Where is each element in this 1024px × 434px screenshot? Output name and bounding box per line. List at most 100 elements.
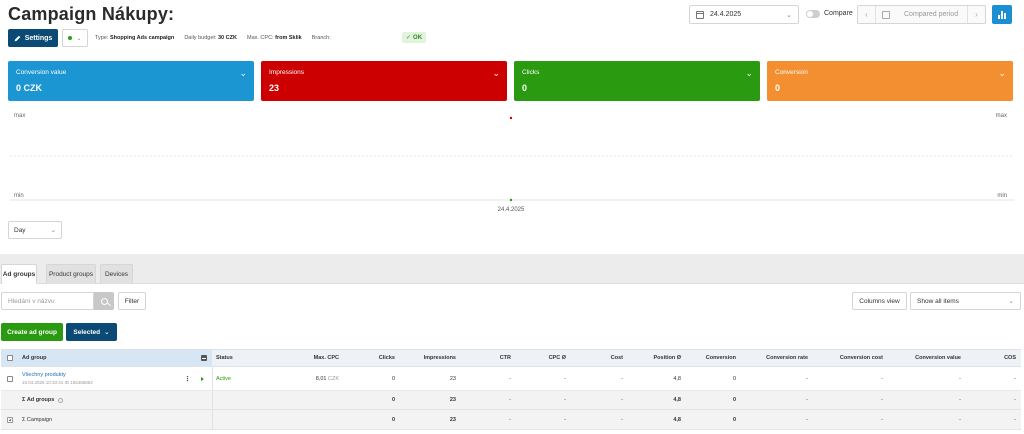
sum-clicks: 0	[391, 397, 395, 403]
sum-conversion-value: -	[959, 397, 961, 403]
tab-devices[interactable]: Devices	[100, 264, 133, 284]
impressions-value: 23	[449, 375, 456, 382]
header-status[interactable]: Status	[216, 355, 233, 361]
campaign-conversion-value: -	[959, 416, 961, 423]
chevron-right-icon[interactable]: ›	[967, 6, 985, 23]
budget-value: 30 CZK	[217, 35, 237, 41]
ad-group-meta: 15.04.2025 10:10:41 ID 155486862	[22, 380, 93, 385]
search-input[interactable]: Hledání v názvu	[1, 292, 94, 310]
chevron-down-icon[interactable]: ⌄	[239, 68, 247, 78]
table-header-row: Ad group Status Max. CPC Clicks Impressi…	[1, 349, 1021, 367]
bar-chart-icon-bar	[1004, 13, 1006, 19]
sum-cpc: -	[564, 397, 566, 403]
type-label: Type:	[95, 35, 109, 41]
ad-group-link[interactable]: Všechny produkty	[22, 372, 66, 378]
expand-campaign-button[interactable]	[7, 410, 13, 429]
campaign-status-dropdown[interactable]: ⌄	[62, 29, 88, 47]
play-icon[interactable]	[201, 367, 204, 390]
header-impressions[interactable]: Impressions	[423, 355, 456, 361]
chevron-down-icon: ⌄	[786, 11, 792, 19]
compared-period-picker[interactable]: ‹ Compared period ›	[857, 5, 986, 24]
header-ad-group[interactable]: Ad group	[22, 355, 47, 361]
header-ctr[interactable]: CTR	[499, 355, 511, 361]
header-cos[interactable]: COS	[1004, 355, 1016, 361]
max-cpc-currency: CZK	[328, 375, 339, 382]
campaign-impressions: 23	[449, 416, 456, 423]
granularity-select[interactable]: Day ⌄	[8, 221, 62, 239]
sum-campaign-label: Σ Campaign	[22, 416, 52, 423]
select-all-checkbox[interactable]	[7, 350, 13, 366]
compared-period-field[interactable]: Compared period	[876, 10, 967, 19]
branch-label: Branch:	[311, 35, 331, 41]
table-row-sum-ad-groups: Σ Ad groups 0 23 - - - 4,8 0 - - - -	[1, 391, 1021, 410]
campaign-ctr: -	[509, 416, 511, 423]
create-ad-group-button[interactable]: Create ad group	[1, 323, 63, 341]
chevron-down-icon[interactable]: ⌄	[998, 68, 1006, 78]
show-items-value: Show all items	[917, 297, 959, 305]
checkbox-icon	[7, 355, 13, 361]
sum-cost: -	[621, 397, 623, 403]
table-row[interactable]: Všechny produkty 15.04.2025 10:10:41 ID …	[1, 367, 1021, 391]
search-icon	[100, 297, 108, 305]
columns-view-label: Columns view	[859, 297, 900, 305]
max-cpc-value[interactable]: 8,01 CZK	[293, 367, 339, 390]
header-conversion-value[interactable]: Conversion value	[915, 355, 961, 361]
kpi-card-conversion[interactable]: Conversion 0 ⌄	[767, 61, 1013, 101]
kpi-label: Conversion value	[16, 69, 67, 76]
sum-cos: -	[1014, 397, 1016, 403]
collapse-column-button[interactable]	[201, 350, 207, 366]
calendar-icon	[882, 10, 890, 19]
header-conversion-cost[interactable]: Conversion cost	[839, 355, 883, 361]
chevron-down-icon[interactable]: ⌄	[745, 68, 753, 78]
max-cpc-amount: 8,01	[315, 375, 327, 382]
kpi-card-clicks[interactable]: Clicks 0 ⌄	[514, 61, 760, 101]
info-icon[interactable]	[58, 397, 64, 403]
kpi-value: 0	[775, 83, 781, 93]
cpc-value: from Sklik	[275, 35, 302, 41]
search-button[interactable]	[94, 292, 114, 310]
date-picker[interactable]: 24.4.2025 ⌄	[689, 5, 799, 24]
filter-button[interactable]: Filter	[118, 292, 146, 310]
chevron-down-icon[interactable]: ⌄	[492, 68, 500, 78]
type-value: Shopping Ads campaign	[109, 35, 175, 41]
row-checkbox[interactable]	[7, 367, 13, 390]
chevron-left-icon[interactable]: ‹	[858, 6, 876, 23]
chart-view-button[interactable]	[992, 5, 1012, 24]
campaign-conversion: 0	[732, 416, 736, 423]
sum-position: 4,8	[673, 397, 681, 403]
show-items-select[interactable]: Show all items ⌄	[910, 292, 1021, 310]
more-options-icon[interactable]: ⋮	[184, 375, 191, 383]
tabs-bar	[0, 254, 1024, 284]
y-max-label-left: max	[14, 113, 25, 119]
header-clicks[interactable]: Clicks	[378, 355, 395, 361]
kpi-value: 23	[269, 83, 280, 93]
settings-label: Settings	[24, 34, 53, 42]
tab-ad-groups[interactable]: Ad groups	[1, 264, 37, 284]
columns-view-button[interactable]: Columns view	[852, 292, 907, 310]
sum-conversion-cost: -	[881, 397, 883, 403]
settings-button[interactable]: Settings	[8, 29, 58, 47]
compare-toggle[interactable]	[806, 10, 820, 18]
header-conversion-rate[interactable]: Conversion rate	[766, 355, 808, 361]
plus-icon	[7, 416, 13, 423]
tab-label: Ad groups	[2, 270, 36, 278]
conversion-value-value: -	[959, 375, 961, 382]
header-cost[interactable]: Cost	[610, 355, 623, 361]
header-position[interactable]: Position Ø	[653, 355, 682, 361]
chart-point-impressions	[509, 116, 513, 120]
minus-icon	[201, 355, 207, 361]
kpi-card-impressions[interactable]: Impressions 23 ⌄	[261, 61, 507, 101]
sum-ad-groups-label: Σ Ad groups	[22, 391, 64, 409]
header-cpc[interactable]: CPC Ø	[548, 355, 566, 361]
kpi-label: Clicks	[522, 69, 540, 76]
conversion-cost-value: -	[881, 375, 883, 382]
chevron-down-icon: ⌄	[1008, 298, 1014, 305]
selected-actions-button[interactable]: Selected ⌄	[66, 323, 117, 341]
date-value: 24.4.2025	[710, 11, 742, 18]
checkbox-icon	[7, 375, 13, 382]
header-max-cpc[interactable]: Max. CPC	[313, 355, 339, 361]
search-placeholder: Hledání v názvu	[8, 297, 55, 305]
tab-product-groups[interactable]: Product groups	[46, 264, 96, 284]
header-conversion[interactable]: Conversion	[705, 355, 736, 361]
kpi-card-conversion-value[interactable]: Conversion value 0 CZK ⌄	[8, 61, 254, 101]
